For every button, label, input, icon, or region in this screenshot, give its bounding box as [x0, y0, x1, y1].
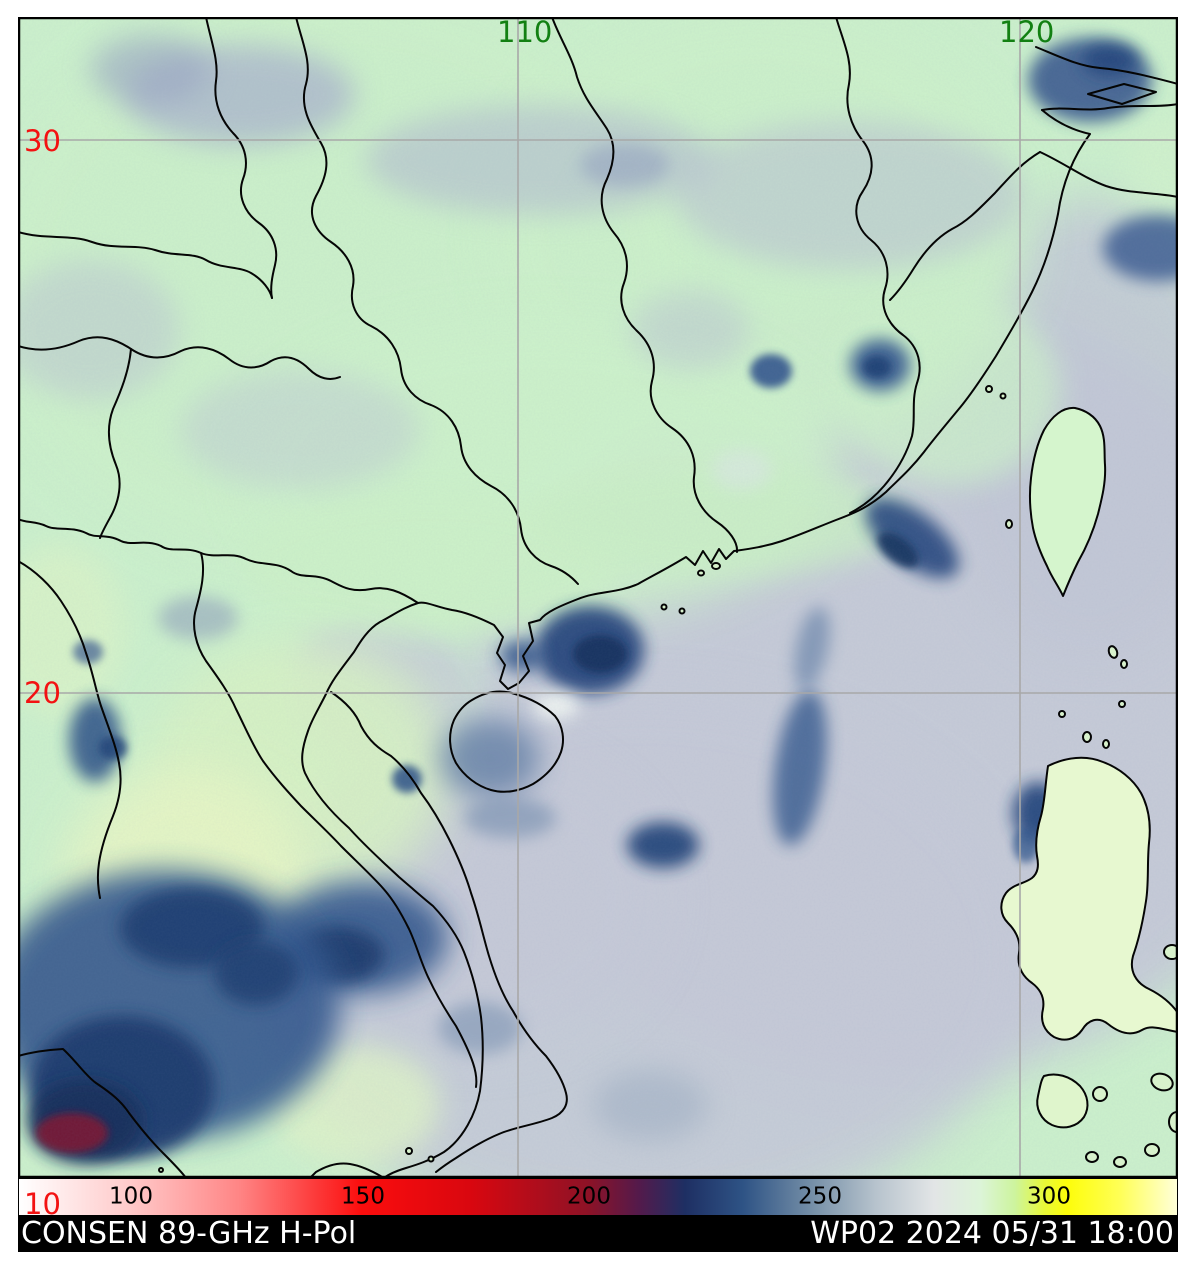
latitude-label-20: 20: [24, 676, 61, 710]
longitude-label-110: 110: [497, 15, 553, 49]
mindoro-island: [1036, 1073, 1089, 1129]
province-border: [205, 17, 278, 299]
grid-lines: [18, 17, 1178, 1178]
colorbar-tick-300: 300: [1027, 1183, 1071, 1210]
mainland-coastline: [301, 109, 1091, 1178]
province-border: [1039, 151, 1178, 198]
satellite-map: [18, 17, 1178, 1178]
product-label: CONSEN 89-GHz H-Pol: [21, 1216, 357, 1251]
latitude-label-30: 30: [24, 124, 61, 158]
hainan-island: [449, 690, 564, 793]
luzon-island: [1000, 756, 1178, 1041]
coastline-layer: [18, 17, 1178, 1178]
colorbar-tick-150: 150: [341, 1183, 385, 1210]
longitude-label-120: 120: [999, 15, 1055, 49]
taiwan-island: [1028, 406, 1107, 597]
gulf-coastline: [18, 1048, 187, 1178]
province-border: [889, 151, 1041, 301]
speckle-texture: [18, 17, 1178, 1178]
mekong-delta-coast: [309, 1162, 385, 1178]
colorbar: 100 150 200 250 300: [18, 1178, 1178, 1216]
colorbar-tick-250: 250: [798, 1183, 842, 1210]
country-border: [330, 691, 568, 1173]
map-frame: [18, 17, 1178, 1178]
colorbar-tick-100: 100: [109, 1183, 153, 1210]
colorbar-tick-200: 200: [567, 1183, 611, 1210]
province-border: [835, 17, 921, 514]
province-border: [18, 231, 273, 299]
province-border: [99, 348, 132, 539]
province-border: [295, 17, 579, 585]
country-border: [18, 560, 122, 899]
country-border: [193, 552, 478, 1088]
storm-timestamp-label: WP02 2024 05/31 18:00: [810, 1216, 1174, 1251]
title-bar: CONSEN 89-GHz H-Pol WP02 2024 05/31 18:0…: [18, 1216, 1178, 1252]
province-border: [551, 17, 739, 553]
latitude-label-10: 10: [24, 1187, 61, 1221]
province-border: [18, 336, 341, 380]
small-islands: [158, 385, 1178, 1173]
